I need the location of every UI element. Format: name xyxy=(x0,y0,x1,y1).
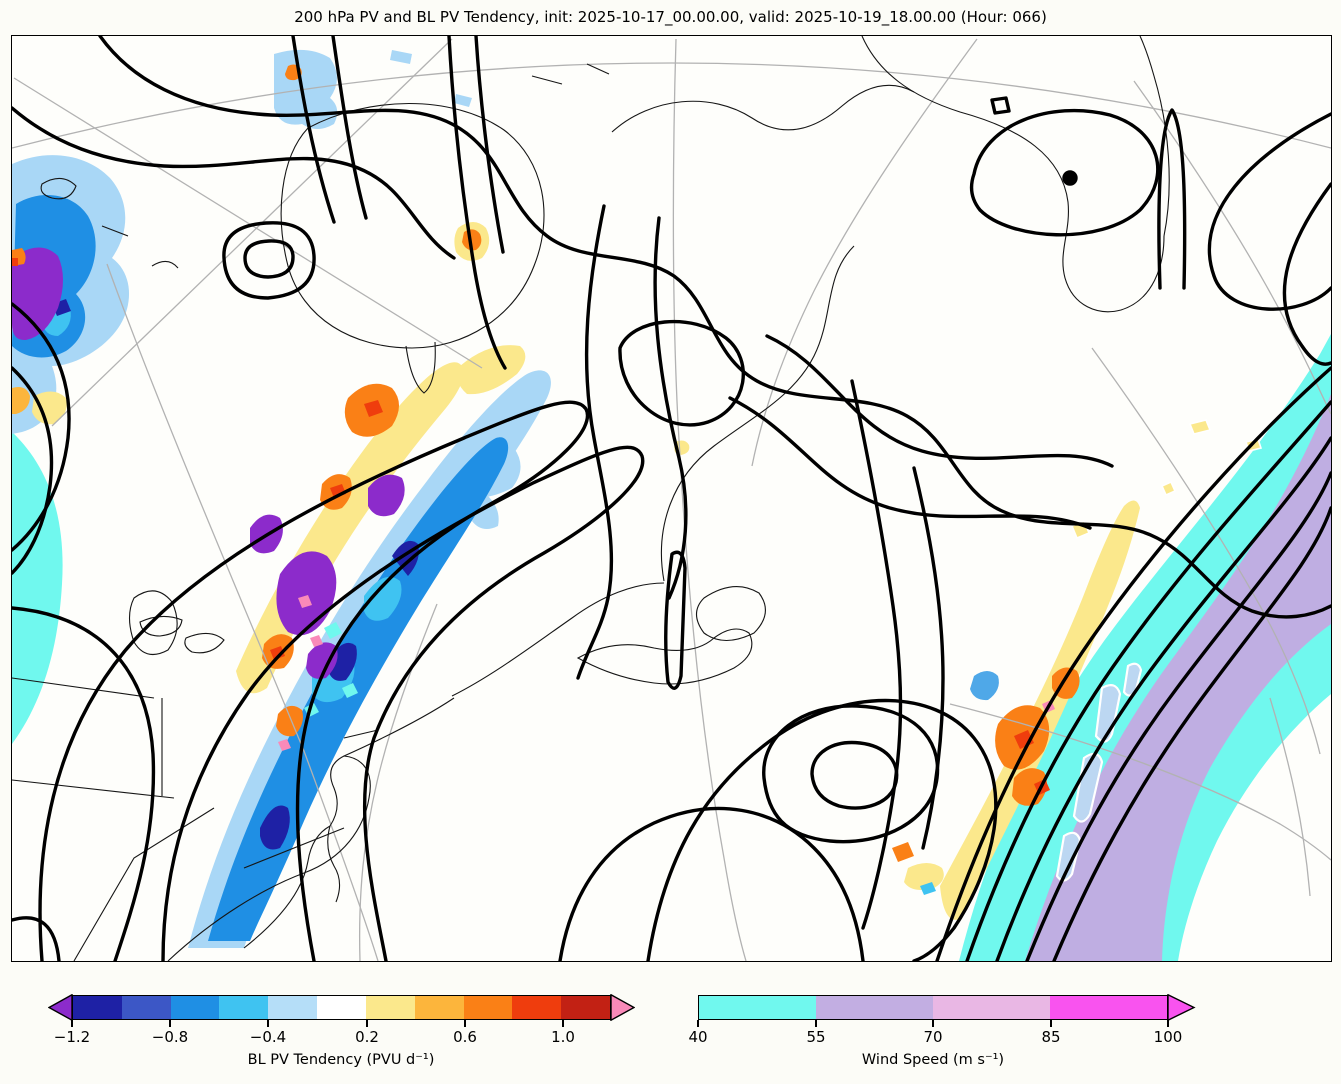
coastlines xyxy=(12,36,1170,961)
bl-tick xyxy=(71,1020,73,1027)
wind-tick-label: 40 xyxy=(688,1028,708,1046)
bl-tick xyxy=(366,1020,368,1027)
map-plot xyxy=(11,35,1332,962)
bl-tick xyxy=(464,1020,466,1027)
bl-seg xyxy=(121,996,171,1019)
wind-tick xyxy=(1050,1020,1052,1027)
wind-colorbar-body xyxy=(698,995,1168,1020)
bl-tick xyxy=(169,1020,171,1027)
bl-seg xyxy=(463,996,513,1019)
wind-tick xyxy=(697,1020,699,1027)
wind-tick-label: 70 xyxy=(923,1028,943,1046)
wind-seg xyxy=(933,996,1050,1019)
bl-pv-tendency-shading xyxy=(12,49,1140,948)
bl-seg xyxy=(219,996,269,1019)
map-canvas xyxy=(12,36,1331,961)
wind-tick xyxy=(815,1020,817,1027)
bl-tick-label: 0.6 xyxy=(453,1028,477,1046)
bl-tick-label: 0.2 xyxy=(355,1028,379,1046)
wind-seg xyxy=(1050,996,1167,1019)
bl-tick xyxy=(562,1020,564,1027)
bl-seg xyxy=(512,996,562,1019)
wind-seg xyxy=(816,996,933,1019)
bl-tick-label: −1.2 xyxy=(53,1028,91,1046)
wind-colorbar-label: Wind Speed (m s⁻¹) xyxy=(861,1052,1005,1068)
pv-contours xyxy=(12,36,1331,961)
bl-seg xyxy=(73,996,122,1019)
wind-tick-label: 100 xyxy=(1153,1028,1183,1046)
bl-tick-label: −0.4 xyxy=(249,1028,287,1046)
bl-colorbar-label: BL PV Tendency (PVU d⁻¹) xyxy=(247,1052,435,1068)
wind-tick xyxy=(932,1020,934,1027)
bl-seg xyxy=(317,996,366,1019)
bl-colorbar-left-arrow xyxy=(48,994,73,1021)
wind-colorbar-right-arrow xyxy=(1167,994,1196,1021)
wind-tick-label: 55 xyxy=(806,1028,826,1046)
wind-tick xyxy=(1167,1020,1169,1027)
bl-seg xyxy=(561,996,610,1019)
bl-tick xyxy=(267,1020,269,1027)
bl-colorbar-right-arrow xyxy=(610,994,635,1021)
bl-seg xyxy=(268,996,318,1019)
wind-tick-label: 85 xyxy=(1041,1028,1061,1046)
bl-tick-label: 1.0 xyxy=(551,1028,575,1046)
jet-core-light-patches xyxy=(1055,662,1143,882)
bl-seg xyxy=(414,996,464,1019)
bl-tick-label: −0.8 xyxy=(151,1028,189,1046)
bl-seg xyxy=(365,996,415,1019)
bl-colorbar-body xyxy=(72,995,611,1020)
bl-seg xyxy=(170,996,220,1019)
figure-title: 200 hPa PV and BL PV Tendency, init: 202… xyxy=(294,8,1047,26)
wind-seg xyxy=(699,996,816,1019)
